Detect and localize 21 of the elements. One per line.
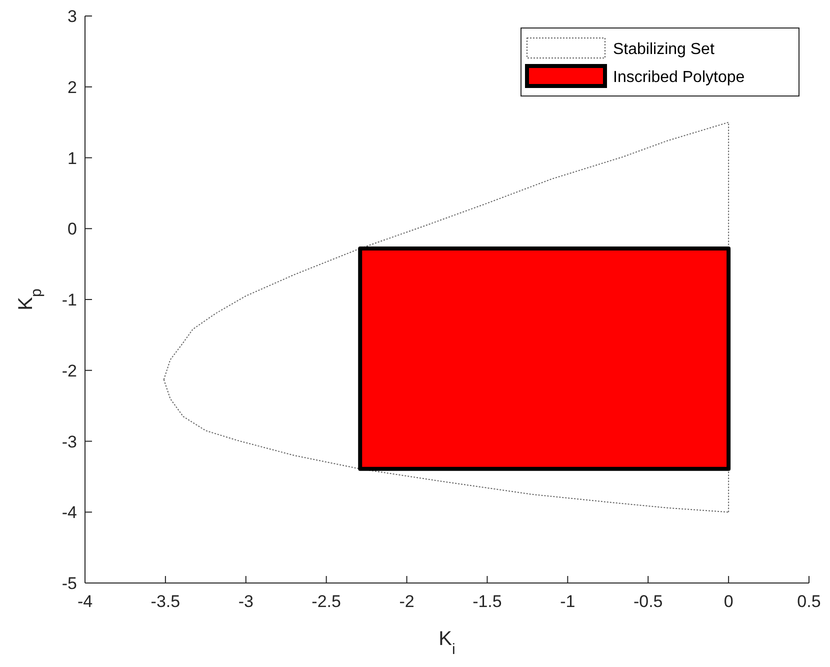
y-tick-label: 3 (68, 7, 77, 26)
x-tick-label: -1 (560, 592, 576, 611)
x-tick-label: -0.5 (633, 592, 663, 611)
y-tick-label: 2 (68, 78, 77, 97)
x-tick-label: -2 (399, 592, 414, 611)
y-tick-label: -4 (62, 503, 77, 522)
y-tick-label: -1 (62, 290, 77, 310)
y-tick-label: -5 (62, 574, 77, 593)
y-tick-label: 1 (68, 148, 77, 168)
x-tick-label: -2.5 (312, 592, 341, 611)
x-tick-label: -3.5 (150, 592, 180, 611)
y-tick-label: -2 (62, 361, 77, 380)
y-tick-label: 0 (68, 220, 77, 239)
x-tick-label: -3 (238, 592, 254, 611)
x-tick-label: 0.5 (797, 592, 821, 611)
x-tick-label: 0 (724, 592, 734, 611)
legend-label: Inscribed Polytope (613, 69, 745, 86)
x-tick-label: -1.5 (472, 592, 502, 611)
x-axis-title: K$_{i}$ (438, 628, 456, 658)
y-tick-label: -3 (62, 432, 77, 452)
legend-label: Stabilizing Set (613, 41, 715, 58)
